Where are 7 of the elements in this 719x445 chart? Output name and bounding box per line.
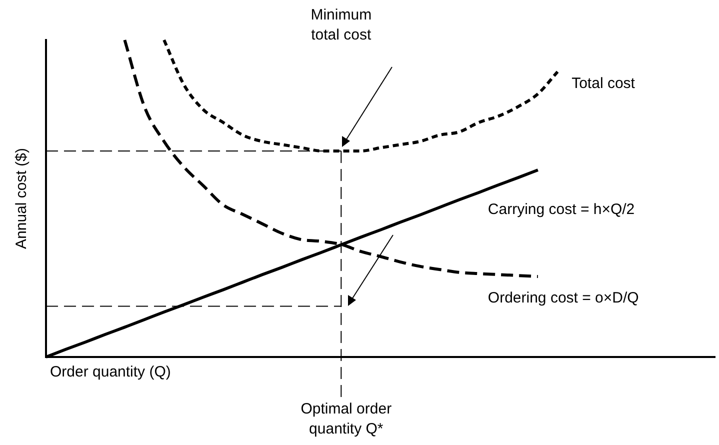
series-label: Ordering cost = o×D/Q bbox=[488, 290, 639, 307]
x-axis-title: Order quantity (Q) bbox=[50, 364, 171, 381]
series-label: Carrying cost = h×Q/2 bbox=[488, 201, 635, 218]
series-label: Total cost bbox=[572, 74, 636, 92]
text: Optimal order quantity Q* bbox=[300, 400, 392, 438]
y-axis-title: Annual cost ($) bbox=[13, 148, 30, 249]
annotation: Minimum total cost bbox=[310, 6, 372, 44]
